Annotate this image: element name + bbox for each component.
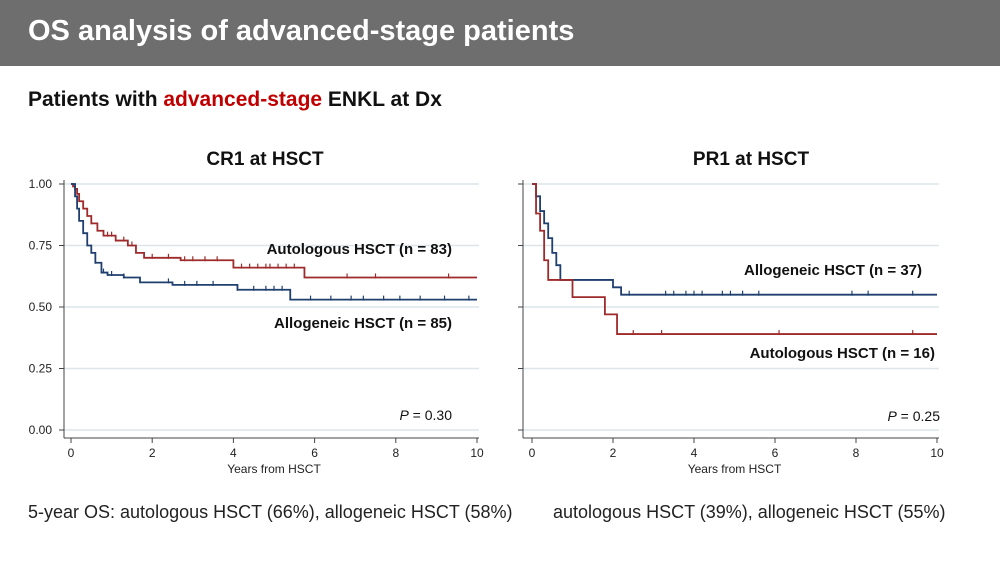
chart1-x-tick-label: 8 bbox=[392, 446, 399, 460]
chart1-series-line-1 bbox=[71, 183, 477, 279]
chart1-series-line-2 bbox=[71, 183, 477, 301]
chart1-x-tick-label: 4 bbox=[230, 446, 237, 460]
subtitle-highlight: advanced-stage bbox=[163, 88, 323, 111]
chart1-y-tick-label: 0.50 bbox=[29, 300, 53, 314]
slide-title: OS analysis of advanced-stage patients bbox=[28, 15, 575, 47]
chart2-x-tick-label: 10 bbox=[930, 446, 944, 460]
chart2-x-tick-label: 2 bbox=[610, 446, 617, 460]
chart1-p-value: P = 0.30 bbox=[399, 407, 452, 423]
chart1-y-tick-label: 0.00 bbox=[29, 423, 53, 437]
title-bar: OS analysis of advanced-stage patients bbox=[0, 0, 1000, 66]
chart2-series-label-1: Allogeneic HSCT (n = 37) bbox=[744, 262, 922, 279]
chart2-x-tick-label: 8 bbox=[853, 446, 860, 460]
chart2-x-tick-label: 0 bbox=[529, 446, 536, 460]
chart2-title: PR1 at HSCT bbox=[693, 149, 810, 170]
chart2-p-value: P = 0.25 bbox=[887, 408, 940, 424]
chart2-series-line-1 bbox=[532, 183, 937, 296]
chart2-x-tick-label: 6 bbox=[772, 446, 779, 460]
footer-right-summary: autologous HSCT (39%), allogeneic HSCT (… bbox=[553, 502, 946, 522]
chart2-x-axis-label: Years from HSCT bbox=[688, 462, 782, 476]
chart1-x-tick-label: 0 bbox=[68, 446, 75, 460]
subtitle-pre: Patients with bbox=[28, 88, 164, 111]
chart2-x-tick-label: 4 bbox=[691, 446, 698, 460]
subtitle-post: ENKL at Dx bbox=[322, 88, 442, 111]
chart1-y-tick-label: 1.00 bbox=[29, 177, 53, 191]
chart2-series-line-2 bbox=[532, 183, 937, 335]
chart1-x-axis-label: Years from HSCT bbox=[227, 462, 321, 476]
chart1-y-tick-label: 0.75 bbox=[29, 239, 53, 253]
subtitle: Patients with advanced-stage ENKL at Dx bbox=[28, 88, 442, 112]
chart1-series-label-2: Allogeneic HSCT (n = 85) bbox=[274, 315, 452, 332]
chart1-title: CR1 at HSCT bbox=[206, 149, 324, 170]
chart1-series-label-1: Autologous HSCT (n = 83) bbox=[267, 241, 452, 258]
chart2-series-label-2: Autologous HSCT (n = 16) bbox=[750, 345, 935, 362]
chart1-y-tick-label: 0.25 bbox=[29, 362, 53, 376]
chart1-x-tick-label: 10 bbox=[470, 446, 484, 460]
chart1-x-tick-label: 6 bbox=[311, 446, 318, 460]
chart1-x-tick-label: 2 bbox=[149, 446, 156, 460]
footer-left-summary: 5-year OS: autologous HSCT (66%), alloge… bbox=[28, 502, 513, 522]
